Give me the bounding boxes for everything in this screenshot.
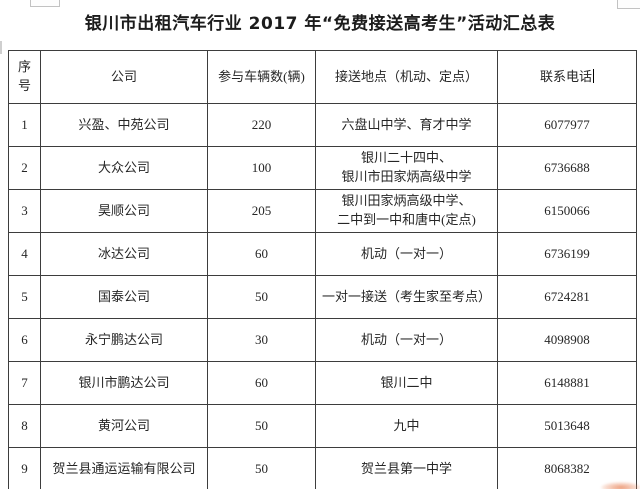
phone-cell: 6148881 bbox=[497, 361, 637, 405]
company-cell: 昊顺公司 bbox=[40, 189, 208, 233]
location-cell: 银川二十四中、 银川市田家炳高级中学 bbox=[315, 146, 498, 190]
location-cell: 银川田家炳高级中学、 二中到一中和唐中(定点) bbox=[315, 189, 498, 233]
phone-cell: 4098908 bbox=[497, 318, 637, 362]
table-row: 9 贺兰县通运运输有限公司 50 贺兰县第一中学 8068382 bbox=[8, 447, 637, 489]
table-row: 3 昊顺公司 205 银川田家炳高级中学、 二中到一中和唐中(定点) 6150066 bbox=[8, 189, 637, 233]
vehicles-cell: 60 bbox=[207, 232, 316, 276]
header-company: 公司 bbox=[40, 50, 208, 104]
company-cell: 永宁鹏达公司 bbox=[40, 318, 208, 362]
table-row: 4 冰达公司 60 机动（一对一） 6736199 bbox=[8, 232, 637, 276]
company-cell: 兴盈、中苑公司 bbox=[40, 103, 208, 147]
serial-cell: 2 bbox=[8, 146, 41, 190]
serial-cell: 1 bbox=[8, 103, 41, 147]
location-cell: 九中 bbox=[315, 404, 498, 448]
table-row: 5 国泰公司 50 一对一接送（考生家至考点） 6724281 bbox=[8, 275, 637, 319]
location-cell: 贺兰县第一中学 bbox=[315, 447, 498, 489]
header-serial: 序号 bbox=[8, 50, 41, 104]
table-row: 2 大众公司 100 银川二十四中、 银川市田家炳高级中学 6736688 bbox=[8, 146, 637, 190]
vehicles-cell: 50 bbox=[207, 275, 316, 319]
header-phone: 联系电话 bbox=[497, 50, 637, 104]
table-row: 6 永宁鹏达公司 30 机动（一对一） 4098908 bbox=[8, 318, 637, 362]
location-cell: 一对一接送（考生家至考点） bbox=[315, 275, 498, 319]
table-row: 8 黄河公司 50 九中 5013648 bbox=[8, 404, 637, 448]
phone-cell: 6150066 bbox=[497, 189, 637, 233]
header-row: 序号 公司 参与车辆数(辆) 接送地点（机动、定点） 联系电话 bbox=[8, 50, 637, 104]
header-vehicles: 参与车辆数(辆) bbox=[207, 50, 316, 104]
serial-cell: 3 bbox=[8, 189, 41, 233]
location-cell: 六盘山中学、育才中学 bbox=[315, 103, 498, 147]
serial-cell: 5 bbox=[8, 275, 41, 319]
scan-artifact-top-right bbox=[617, 0, 640, 9]
header-phone-label: 联系电话 bbox=[539, 68, 592, 84]
table-row: 7 银川市鹏达公司 60 银川二中 6148881 bbox=[8, 361, 637, 405]
serial-cell: 4 bbox=[8, 232, 41, 276]
company-cell: 冰达公司 bbox=[40, 232, 208, 276]
scan-artifact-top-left bbox=[30, 0, 60, 7]
company-cell: 大众公司 bbox=[40, 146, 208, 190]
location-cell: 机动（一对一） bbox=[315, 318, 498, 362]
vehicles-cell: 100 bbox=[207, 146, 316, 190]
vehicles-cell: 30 bbox=[207, 318, 316, 362]
location-cell: 银川二中 bbox=[315, 361, 498, 405]
vehicles-cell: 50 bbox=[207, 404, 316, 448]
table-body: 1 兴盈、中苑公司 220 六盘山中学、育才中学 6077977 2 大众公司 100 银川二十… bbox=[8, 103, 637, 489]
header-location: 接送地点（机动、定点） bbox=[315, 50, 498, 104]
scan-artifact-bottom-right bbox=[601, 482, 640, 489]
phone-cell: 5013648 bbox=[497, 404, 637, 448]
phone-cell: 6724281 bbox=[497, 275, 637, 319]
scan-artifact-left-edge bbox=[0, 41, 2, 54]
table-row: 1 兴盈、中苑公司 220 六盘山中学、育才中学 6077977 bbox=[8, 103, 637, 147]
serial-cell: 7 bbox=[8, 361, 41, 405]
location-cell: 机动（一对一） bbox=[315, 232, 498, 276]
company-cell: 黄河公司 bbox=[40, 404, 208, 448]
company-cell: 国泰公司 bbox=[40, 275, 208, 319]
page-title: 银川市出租汽车行业 2017 年“免费接送高考生”活动汇总表 bbox=[84, 14, 556, 34]
text-cursor bbox=[593, 68, 594, 83]
vehicles-cell: 205 bbox=[207, 189, 316, 233]
vehicles-cell: 60 bbox=[207, 361, 316, 405]
phone-cell: 6736199 bbox=[497, 232, 637, 276]
serial-cell: 6 bbox=[8, 318, 41, 362]
serial-cell: 9 bbox=[8, 447, 41, 489]
phone-cell: 6736688 bbox=[497, 146, 637, 190]
vehicles-cell: 220 bbox=[207, 103, 316, 147]
company-cell: 银川市鹏达公司 bbox=[40, 361, 208, 405]
summary-table: 序号 公司 参与车辆数(辆) 接送地点（机动、定点） 联系电话 1 兴盈、中苑公司… bbox=[8, 50, 637, 489]
company-cell: 贺兰县通运运输有限公司 bbox=[40, 447, 208, 489]
serial-cell: 8 bbox=[8, 404, 41, 448]
vehicles-cell: 50 bbox=[207, 447, 316, 489]
phone-cell: 6077977 bbox=[497, 103, 637, 147]
